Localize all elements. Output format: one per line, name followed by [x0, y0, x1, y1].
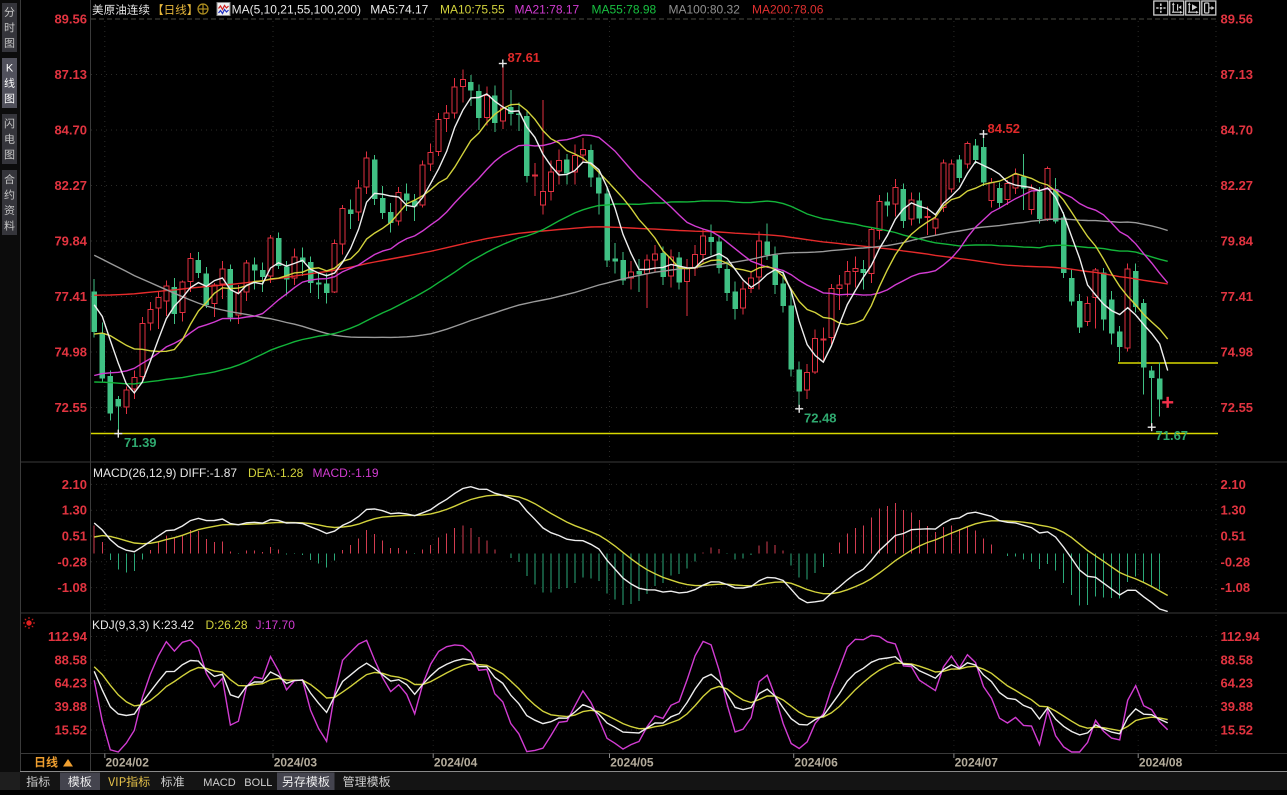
svg-text:MA200:78.06: MA200:78.06 [752, 3, 824, 17]
svg-text:89.56: 89.56 [1221, 12, 1254, 27]
svg-text:72.55: 72.55 [54, 400, 87, 415]
svg-text:82.27: 82.27 [54, 178, 87, 193]
svg-text:84.70: 84.70 [54, 123, 87, 138]
svg-text:15.52: 15.52 [54, 723, 87, 738]
svg-text:2024/02: 2024/02 [106, 756, 150, 770]
svg-text:MACD: MACD [203, 777, 235, 789]
svg-text:0.51: 0.51 [1221, 529, 1246, 544]
svg-text:2024/05: 2024/05 [610, 756, 654, 770]
svg-text:71.67: 71.67 [1156, 428, 1189, 443]
svg-text:84.52: 84.52 [988, 121, 1021, 136]
svg-text:112.94: 112.94 [1221, 629, 1261, 644]
svg-text:77.41: 77.41 [1221, 289, 1254, 304]
svg-text:-0.28: -0.28 [1221, 554, 1251, 569]
svg-text:2024/03: 2024/03 [274, 756, 318, 770]
svg-text:39.88: 39.88 [1221, 699, 1254, 714]
svg-text:-0.28: -0.28 [57, 554, 87, 569]
svg-text:77.41: 77.41 [54, 289, 87, 304]
svg-text:MA10:75.55: MA10:75.55 [440, 3, 505, 17]
svg-text:2024/08: 2024/08 [1139, 756, 1183, 770]
svg-text:2024/04: 2024/04 [434, 756, 478, 770]
svg-text:79.84: 79.84 [1221, 234, 1254, 249]
svg-text:64.23: 64.23 [54, 676, 87, 691]
svg-text:MA55:78.98: MA55:78.98 [592, 3, 657, 17]
svg-text:88.58: 88.58 [1221, 652, 1254, 667]
svg-text:MACD(26,12,9) DIFF:-1.87: MACD(26,12,9) DIFF:-1.87 [93, 466, 237, 480]
svg-text:MACD:-1.19: MACD:-1.19 [313, 466, 379, 480]
svg-text:BOLL: BOLL [244, 777, 272, 789]
svg-text:88.58: 88.58 [54, 652, 87, 667]
svg-text:2.10: 2.10 [1221, 477, 1246, 492]
svg-text:2.10: 2.10 [62, 477, 87, 492]
svg-text:87.13: 87.13 [1221, 67, 1254, 82]
svg-text:39.88: 39.88 [54, 699, 87, 714]
svg-text:D:26.28: D:26.28 [206, 618, 248, 632]
svg-text:2024/07: 2024/07 [955, 756, 999, 770]
svg-text:72.48: 72.48 [804, 411, 837, 426]
svg-text:K: K [6, 63, 14, 75]
svg-text:2024/06: 2024/06 [794, 756, 838, 770]
svg-text:72.55: 72.55 [1221, 400, 1254, 415]
svg-text:MA100:80.32: MA100:80.32 [669, 3, 741, 17]
svg-text:87.61: 87.61 [508, 50, 541, 65]
svg-text:MA5:74.17: MA5:74.17 [370, 3, 428, 17]
svg-text:64.23: 64.23 [1221, 676, 1254, 691]
svg-text:74.98: 74.98 [1221, 345, 1254, 360]
svg-text:MA(5,10,21,55,100,200): MA(5,10,21,55,100,200) [232, 3, 361, 17]
svg-text:89.56: 89.56 [54, 12, 87, 27]
svg-text:87.13: 87.13 [54, 67, 87, 82]
svg-text:J:17.70: J:17.70 [256, 618, 296, 632]
svg-text:DEA:-1.28: DEA:-1.28 [248, 466, 304, 480]
svg-text:-1.08: -1.08 [57, 580, 87, 595]
svg-text:71.39: 71.39 [124, 435, 157, 450]
svg-text:84.70: 84.70 [1221, 123, 1254, 138]
svg-text:15.52: 15.52 [1221, 723, 1254, 738]
svg-text:74.98: 74.98 [54, 345, 87, 360]
svg-text:-1.08: -1.08 [1221, 580, 1251, 595]
svg-text:MA21:78.17: MA21:78.17 [515, 3, 580, 17]
svg-text:1.30: 1.30 [62, 503, 87, 518]
svg-text:KDJ(9,3,3) K:23.42: KDJ(9,3,3) K:23.42 [92, 618, 194, 632]
svg-text:79.84: 79.84 [54, 234, 87, 249]
svg-text:1.30: 1.30 [1221, 503, 1246, 518]
svg-text:0.51: 0.51 [62, 529, 87, 544]
svg-text:82.27: 82.27 [1221, 178, 1254, 193]
svg-text:112.94: 112.94 [48, 629, 88, 644]
